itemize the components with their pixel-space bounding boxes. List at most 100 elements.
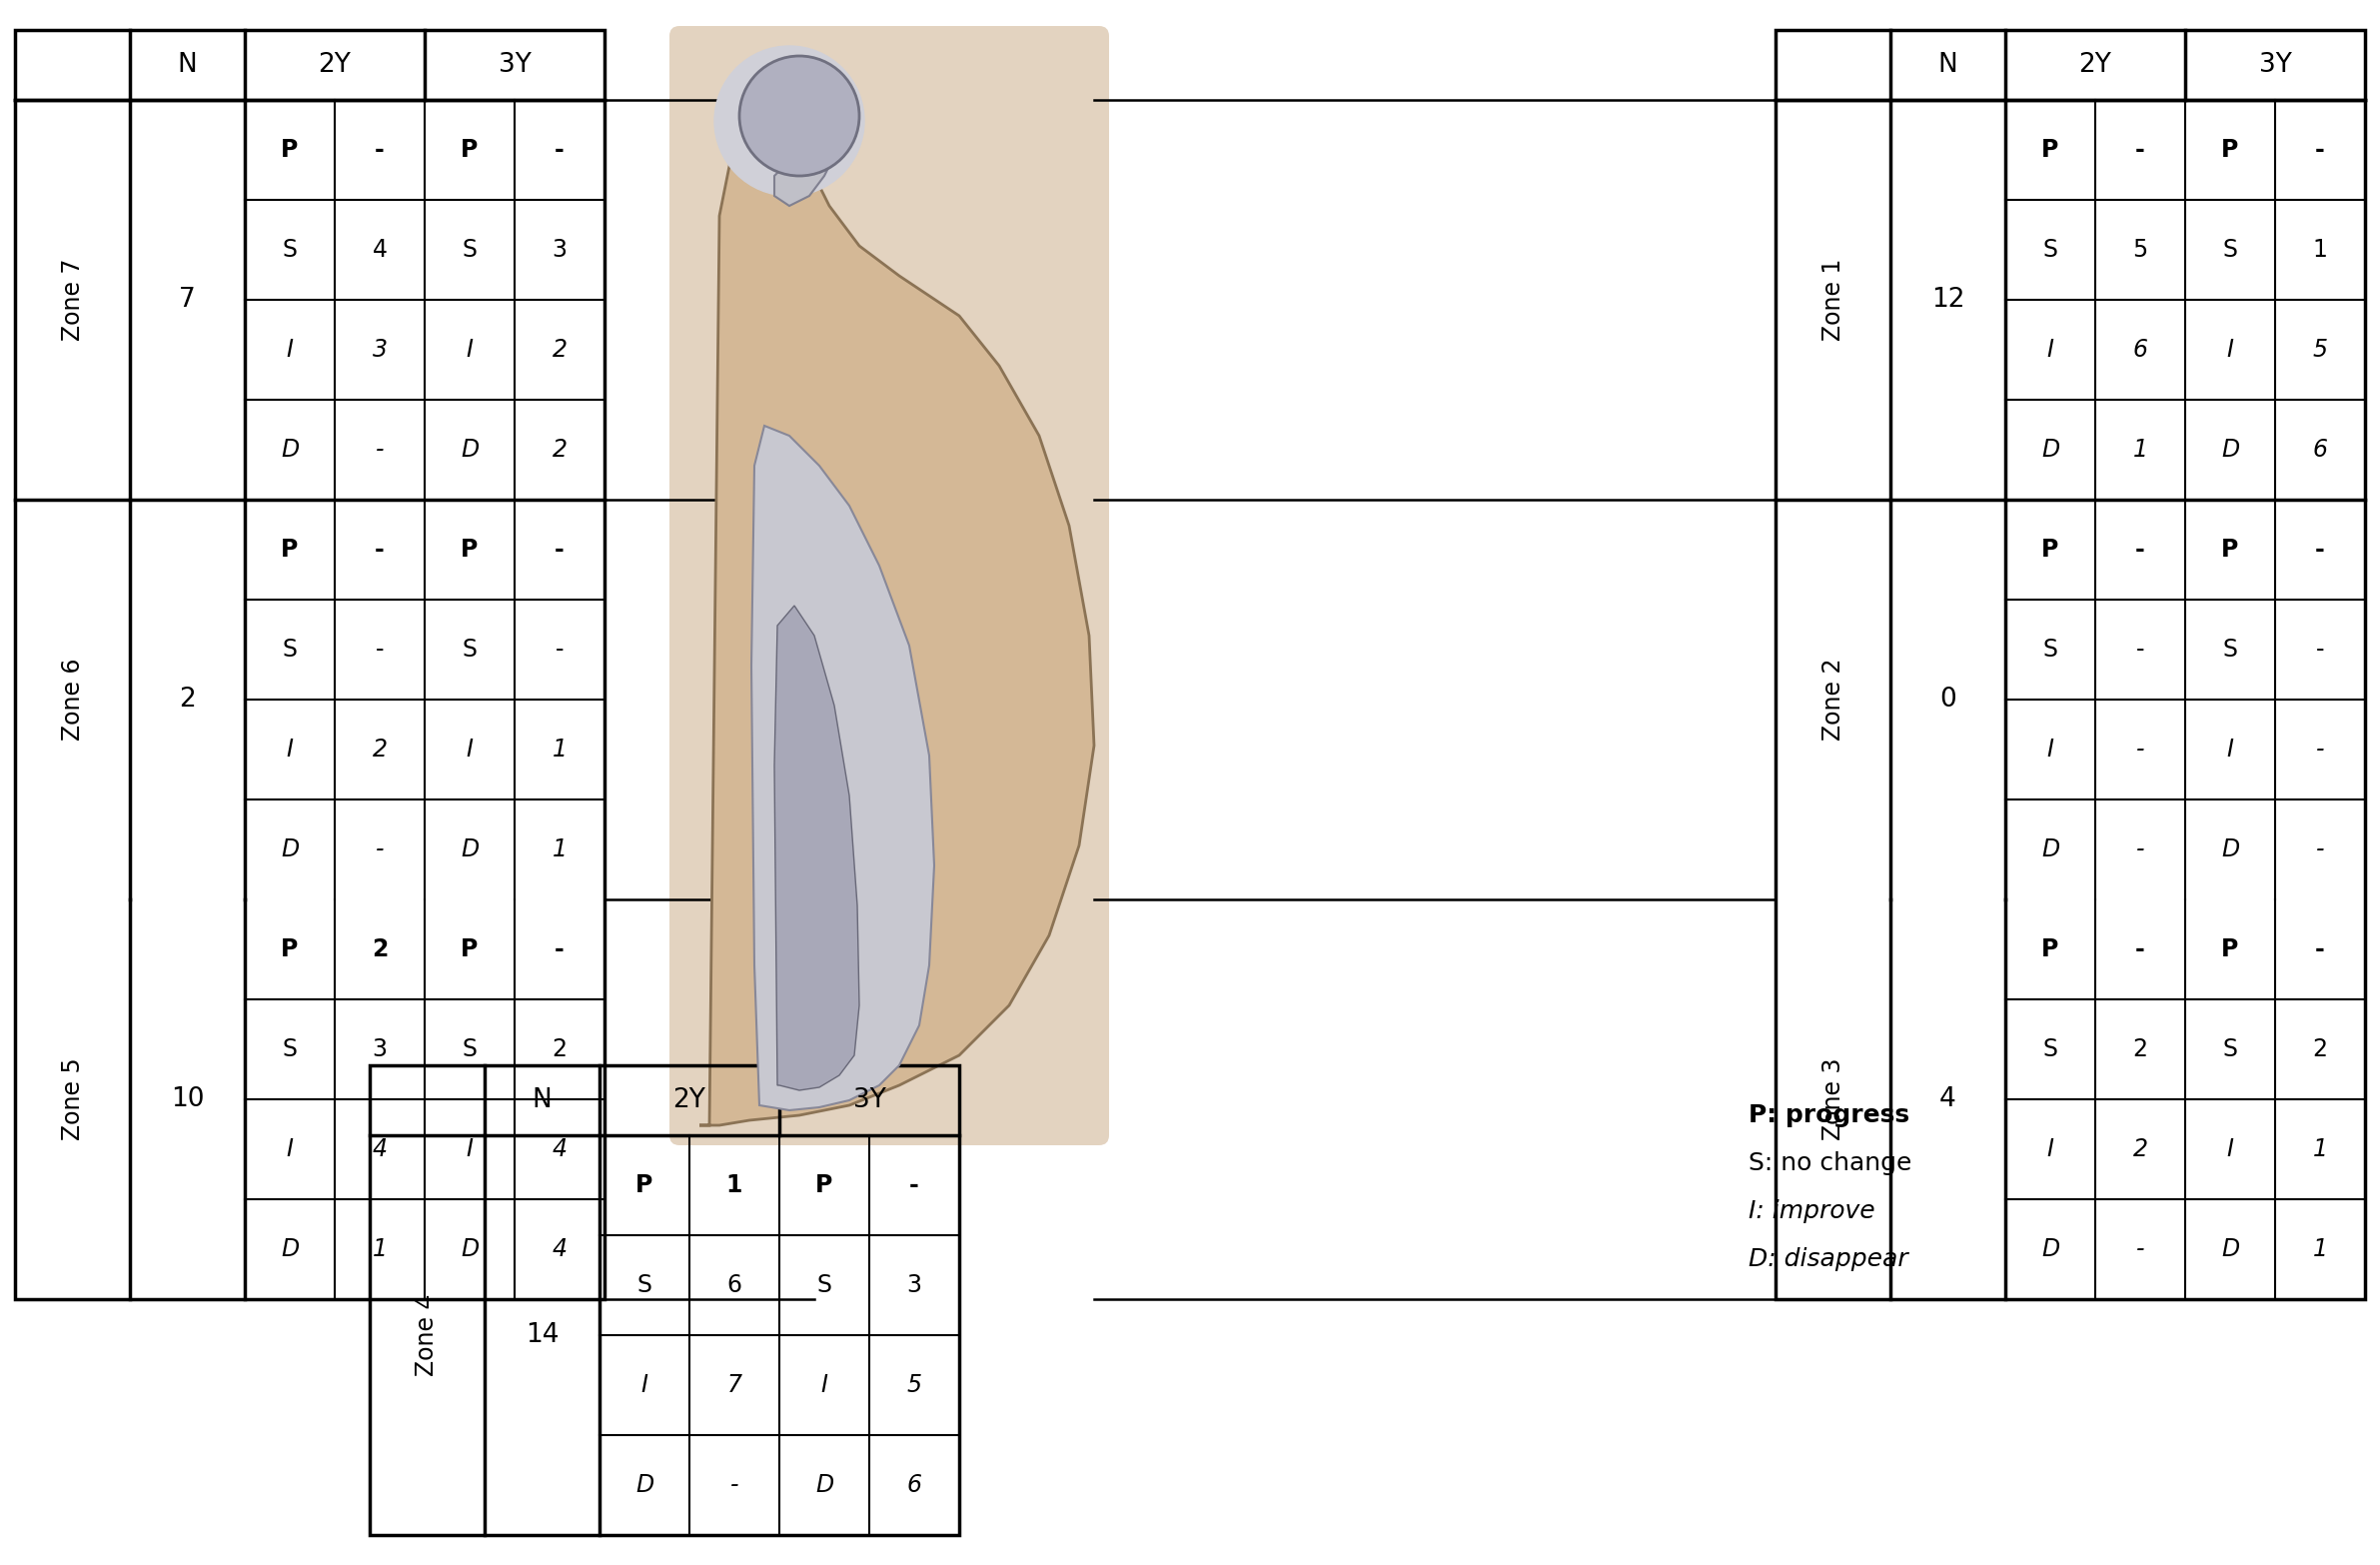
Text: I: I — [466, 1138, 474, 1161]
Text: 2Y: 2Y — [674, 1088, 707, 1113]
Text: S: S — [283, 1038, 298, 1061]
Text: 1: 1 — [726, 1174, 743, 1197]
Polygon shape — [752, 426, 935, 1110]
Text: -: - — [731, 1473, 738, 1498]
Text: D: D — [2042, 1238, 2059, 1261]
Text: 5: 5 — [2132, 238, 2147, 261]
Text: 4: 4 — [371, 1138, 388, 1161]
Text: D: disappear: D: disappear — [1749, 1247, 1909, 1271]
Text: -: - — [2135, 837, 2144, 861]
Text: -: - — [2316, 637, 2325, 662]
Text: 4: 4 — [371, 238, 388, 261]
Text: 2Y: 2Y — [319, 52, 352, 78]
Text: -: - — [374, 138, 386, 161]
Circle shape — [740, 56, 859, 175]
Polygon shape — [774, 146, 835, 207]
Text: -: - — [2316, 937, 2325, 961]
Text: I: improve: I: improve — [1749, 1199, 1875, 1224]
Text: -: - — [555, 937, 564, 961]
Text: P: P — [281, 937, 298, 961]
Text: 2: 2 — [552, 338, 566, 362]
Text: S: S — [2042, 1038, 2059, 1061]
Text: I: I — [821, 1373, 828, 1398]
Text: S: S — [2223, 238, 2237, 261]
FancyBboxPatch shape — [669, 27, 1109, 1146]
Text: 3Y: 3Y — [497, 52, 531, 78]
Text: I: I — [286, 338, 293, 362]
Text: Zone 2: Zone 2 — [1821, 659, 1844, 740]
Text: S: S — [2042, 637, 2059, 662]
Text: I: I — [2047, 1138, 2054, 1161]
Text: P: P — [281, 538, 298, 562]
Text: D: D — [2221, 1238, 2240, 1261]
Text: 2: 2 — [2313, 1038, 2328, 1061]
Text: P: P — [2221, 937, 2240, 961]
Text: D: D — [2042, 438, 2059, 462]
Text: 5: 5 — [907, 1373, 921, 1398]
Text: D: D — [281, 1238, 300, 1261]
Text: 12: 12 — [1930, 286, 1964, 313]
Text: D: D — [281, 438, 300, 462]
Text: -: - — [555, 138, 564, 161]
Text: I: I — [286, 1138, 293, 1161]
Text: -: - — [2135, 138, 2144, 161]
Text: -: - — [2135, 538, 2144, 562]
Text: -: - — [2135, 937, 2144, 961]
Text: 3: 3 — [371, 338, 388, 362]
Text: I: I — [2228, 1138, 2232, 1161]
Text: 6: 6 — [726, 1274, 743, 1297]
Text: P: P — [2042, 138, 2059, 161]
Text: 7: 7 — [178, 286, 195, 313]
Text: N: N — [178, 52, 198, 78]
Text: P: P — [462, 937, 478, 961]
Text: 1: 1 — [2132, 438, 2147, 462]
Text: -: - — [2135, 737, 2144, 762]
Text: 3: 3 — [907, 1274, 921, 1297]
Text: S: S — [2042, 238, 2059, 261]
Text: 4: 4 — [552, 1138, 566, 1161]
Text: P: P — [2221, 138, 2240, 161]
Text: P: P — [2221, 538, 2240, 562]
Text: 3Y: 3Y — [2259, 52, 2292, 78]
Text: I: I — [2047, 338, 2054, 362]
Text: 7: 7 — [726, 1373, 743, 1398]
Text: -: - — [555, 637, 564, 662]
Text: Zone 6: Zone 6 — [60, 659, 83, 740]
Text: P: P — [281, 138, 298, 161]
Text: P: P — [2042, 538, 2059, 562]
Text: 2: 2 — [2132, 1138, 2147, 1161]
Text: 0: 0 — [1940, 687, 1956, 712]
Text: S: no change: S: no change — [1749, 1152, 1911, 1175]
Text: 2: 2 — [552, 438, 566, 462]
Text: S: S — [283, 637, 298, 662]
Text: P: P — [462, 138, 478, 161]
Text: 2: 2 — [371, 737, 388, 762]
Text: P: P — [2042, 937, 2059, 961]
Text: -: - — [376, 637, 383, 662]
Text: -: - — [2316, 138, 2325, 161]
Text: -: - — [374, 538, 386, 562]
Text: D: D — [2221, 438, 2240, 462]
Text: S: S — [2223, 1038, 2237, 1061]
Text: N: N — [533, 1088, 552, 1113]
Text: -: - — [2316, 538, 2325, 562]
Text: P: progress: P: progress — [1749, 1103, 1909, 1127]
Text: -: - — [2135, 637, 2144, 662]
Text: S: S — [462, 1038, 476, 1061]
Text: 4: 4 — [1940, 1086, 1956, 1113]
Text: S: S — [462, 637, 476, 662]
Bar — [369, 1066, 959, 1535]
Text: 1: 1 — [552, 837, 566, 861]
Text: N: N — [1937, 52, 1959, 78]
Text: P: P — [462, 538, 478, 562]
Text: 14: 14 — [526, 1322, 559, 1347]
Text: S: S — [2223, 637, 2237, 662]
Text: S: S — [816, 1274, 831, 1297]
Text: D: D — [459, 438, 478, 462]
Text: S: S — [638, 1274, 652, 1297]
Text: 10: 10 — [171, 1086, 205, 1113]
Text: I: I — [466, 338, 474, 362]
Polygon shape — [774, 606, 859, 1091]
Text: 6: 6 — [907, 1473, 921, 1498]
Text: D: D — [459, 1238, 478, 1261]
